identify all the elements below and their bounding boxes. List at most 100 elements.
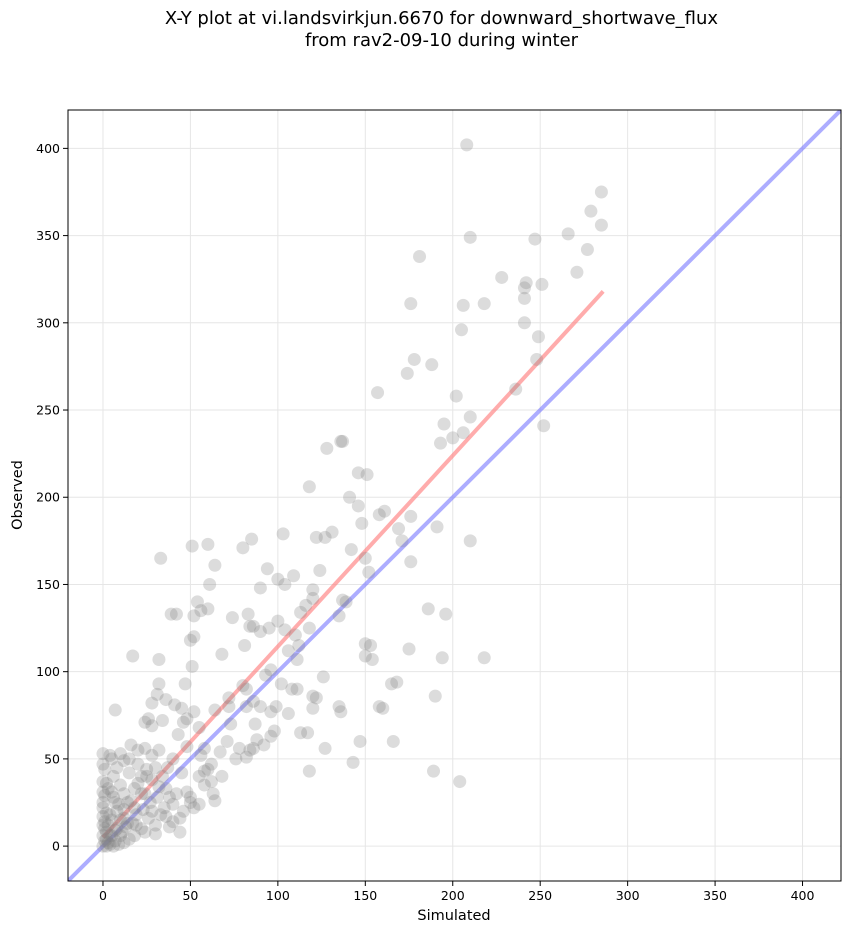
data-point [220,734,234,748]
grid [68,110,841,881]
data-point [169,607,183,621]
data-point [299,598,313,612]
data-point [404,509,418,523]
data-point [108,703,122,717]
y-tick-label: 350 [36,228,60,243]
x-tick-label: 100 [266,888,290,903]
data-point [336,434,350,448]
data-point [385,677,399,691]
data-point [103,837,117,851]
data-point [183,633,197,647]
data-point [105,813,119,827]
plot-frame [67,109,842,882]
data-point [259,668,273,682]
data-point [166,797,180,811]
data-point [145,696,159,710]
y-axis-ticks: 0 50 100 150 200 250 300 350 400 [36,141,68,854]
data-point [152,743,166,757]
data-point [360,468,374,482]
data-point [339,595,353,609]
data-point [353,734,367,748]
data-point [145,773,159,787]
data-point [140,769,154,783]
data-point [152,677,166,691]
data-point [110,822,124,836]
data-point [264,663,278,677]
data-point [98,762,112,776]
data-point [157,801,171,815]
data-point [344,543,358,557]
data-point [103,748,117,762]
data-point [262,621,276,635]
data-point [185,539,199,553]
y-tick-label: 300 [36,315,60,330]
data-point [140,762,154,776]
data-point [99,825,113,839]
data-point [190,595,204,609]
data-point [290,682,304,696]
data-point [372,508,386,522]
regression-line [101,290,605,839]
data-point [98,834,112,848]
data-point [306,689,320,703]
data-point [119,820,133,834]
data-point [96,757,110,771]
data-point [332,700,346,714]
data-point [192,720,206,734]
data-point [531,330,545,344]
x-tick-label: 0 [99,888,107,903]
data-point [106,839,120,853]
data-point [222,700,236,714]
data-point [246,694,260,708]
data-point [239,682,253,696]
data-point [334,434,348,448]
data-point [96,818,110,832]
data-point [336,593,350,607]
data-point [456,426,470,440]
data-point [316,670,330,684]
data-point [281,644,295,658]
chart-title-line1: X-Y plot at vi.landsvirkjun.6670 for dow… [164,8,719,29]
data-point [454,323,468,337]
data-point [362,565,376,579]
data-point [192,797,206,811]
data-point [145,804,159,818]
data-point [131,776,145,790]
data-point [253,625,267,639]
data-point [96,775,110,789]
data-point [390,675,404,689]
data-point [98,815,112,829]
data-point [281,707,295,721]
data-point [138,715,152,729]
data-point [222,691,236,705]
data-point [117,787,131,801]
data-point [243,619,257,633]
data-point [117,802,131,816]
data-point [271,572,285,586]
data-point [208,703,222,717]
chart-title-line2: from rav2-09-10 during winter [304,30,579,51]
data-point [176,804,190,818]
data-point [313,564,327,578]
x-tick-label: 150 [353,888,377,903]
data-point [288,628,302,642]
data-point [236,679,250,693]
data-point [318,530,332,544]
data-point [154,551,168,565]
data-point [225,611,239,625]
x-tick-label: 350 [703,888,727,903]
data-point [96,829,110,843]
data-point [180,712,194,726]
data-point [537,419,551,433]
data-point [294,605,308,619]
data-point [395,534,409,548]
data-point [126,649,140,663]
data-point [178,677,192,691]
data-point [122,752,136,766]
data-point [250,733,264,747]
data-point [117,811,131,825]
data-point [449,389,463,403]
data-point [175,766,189,780]
data-point [112,837,126,851]
data-point [197,741,211,755]
